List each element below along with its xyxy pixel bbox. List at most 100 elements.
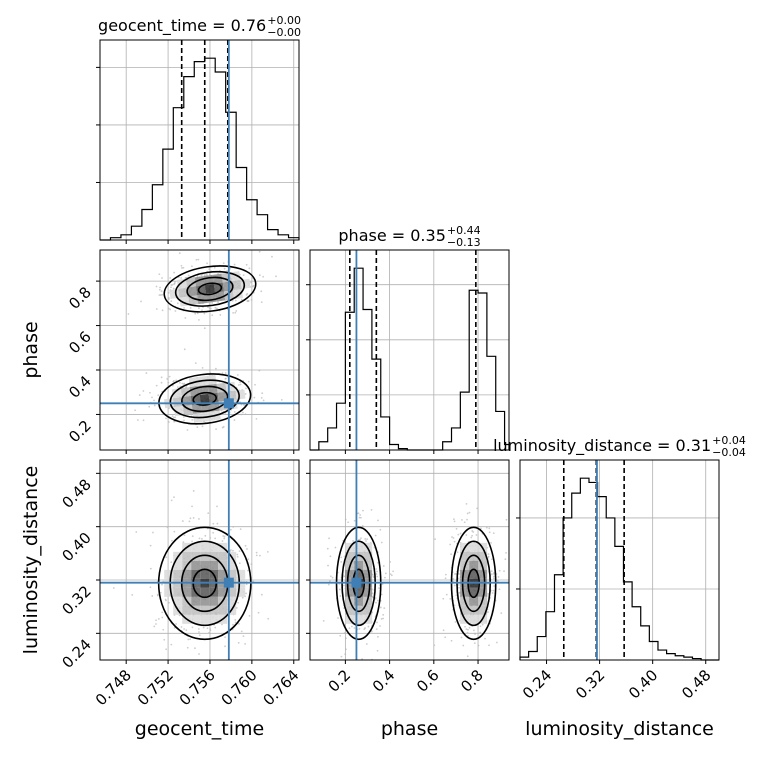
scatter-point [167,381,170,384]
scatter-point [444,573,447,576]
scatter-point [347,521,350,524]
density-cell [180,387,191,398]
density-cell [227,587,237,597]
scatter-point [174,280,176,283]
scatter-point [433,644,436,647]
scatter-point [254,383,256,386]
scatter-point [375,628,378,631]
scatter-point [322,619,325,622]
scatter-point [329,580,331,583]
scatter-point [260,593,263,596]
x-tick-label-luminosity_distance: 0.32 [572,666,608,702]
scatter-point [239,383,242,386]
scatter-point [172,380,175,383]
scatter-point [179,381,181,384]
scatter-point [145,372,148,374]
scatter-point [462,644,465,647]
density-cell [187,286,198,297]
scatter-point [442,597,445,600]
scatter-point [353,627,356,629]
scatter-point [214,537,217,540]
scatter-point [186,646,189,649]
scatter-point [181,520,184,522]
density-cell [209,551,219,561]
scatter-point [458,573,460,575]
scatter-point [470,536,473,539]
scatter-point [344,653,347,656]
contour-level-0 [192,391,217,406]
scatter-point [473,642,476,645]
scatter-point [257,611,260,614]
scatter-point [189,638,191,641]
scatter-point [209,536,212,539]
truth-marker [223,577,234,588]
scatter-point [216,307,218,310]
scatter-point [159,286,161,289]
density-cell [478,587,488,597]
scatter-point [174,310,177,312]
scatter-point [127,313,130,315]
scatter-point [458,586,460,589]
scatter-point [239,381,241,384]
scatter-point [339,634,342,637]
density-cell [218,587,228,597]
histogram-geocent_time [100,57,300,241]
joint-phase-luminosity_distance [310,460,509,660]
scatter-point [182,383,185,386]
density-cell [182,551,192,561]
scatter-point [167,296,170,299]
scatter-point [467,628,469,631]
scatter-point [171,283,174,286]
scatter-point [206,627,209,630]
scatter-point [377,519,379,522]
scatter-point [166,378,169,380]
histogram-phase [310,267,510,451]
scatter-point [158,288,161,291]
scatter-point [244,404,246,406]
scatter-point [165,599,167,602]
scatter-point [247,569,249,572]
scatter-point [357,512,360,515]
scatter-point [361,525,364,527]
scatter-point [181,382,184,385]
scatter-point [247,558,250,561]
scatter-point [236,374,239,376]
y-tick-label-phase: 0.8 [65,283,95,313]
scatter-point [374,597,377,599]
scatter-point [159,591,162,594]
scatter-point [232,311,234,314]
density-cell [173,560,183,570]
scatter-point [379,625,381,627]
scatter-point [136,419,139,421]
density-cell [354,560,364,570]
scatter-point [260,396,263,399]
scatter-point [339,595,342,597]
scatter-point [379,606,382,609]
scatter-point [455,594,458,597]
x-axis-label-phase: phase [381,718,438,740]
scatter-point [160,381,163,384]
scatter-point [476,507,478,510]
scatter-point [464,625,466,628]
scatter-point [453,518,455,521]
scatter-point [198,631,200,633]
scatter-point [454,621,457,623]
scatter-point [242,274,245,276]
scatter-point [250,563,253,566]
x-tick-label-phase: 0.6 [413,666,443,696]
y-tick-label-phase: 0.2 [65,417,95,447]
scatter-point [358,516,361,519]
scatter-point [329,575,332,578]
scatter-point [198,634,201,637]
scatter-point [153,625,156,628]
density-cell [185,277,196,288]
scatter-point [466,518,468,521]
scatter-point [170,561,173,564]
scatter-point [160,290,163,293]
x-tick-label-luminosity_distance: 0.40 [625,666,661,702]
scatter-point [497,576,500,578]
scatter-point [452,577,455,580]
scatter-point [153,399,155,402]
x-tick-label-phase: 0.2 [325,666,355,696]
scatter-point [203,327,206,330]
